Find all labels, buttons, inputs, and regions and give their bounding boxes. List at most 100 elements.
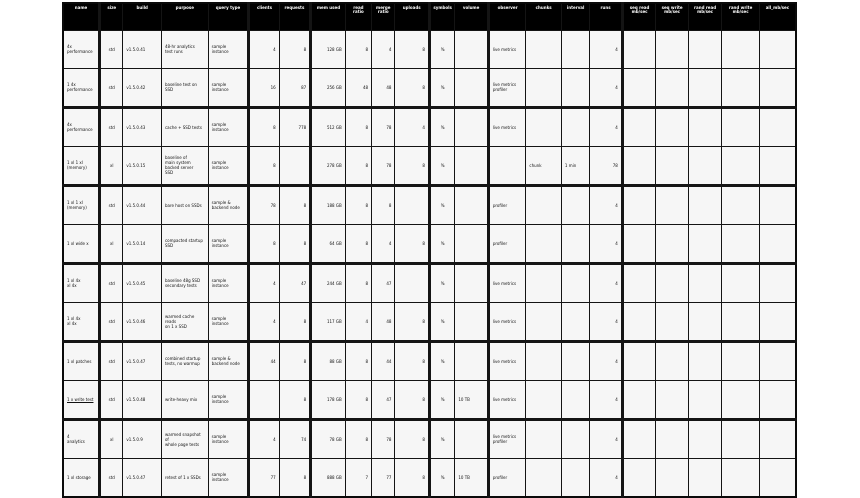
- cell: 88 GB: [310, 340, 346, 381]
- table-row: 1 4x performance std v1.5.0.42 baseline tes…: [62, 67, 797, 109]
- cell: [621, 223, 657, 265]
- cell: v1.5.0.42: [122, 67, 162, 109]
- cell: [687, 223, 723, 265]
- cell: [687, 301, 723, 343]
- cell: 4: [394, 106, 431, 147]
- cell: [655, 418, 689, 459]
- cell: [525, 340, 562, 381]
- cell: bare host on SSDs: [160, 184, 209, 225]
- cell: %: [428, 301, 456, 343]
- cell: cache + SSD tests: [160, 106, 209, 147]
- cell: [721, 29, 760, 69]
- cell: [454, 106, 490, 147]
- cell: std: [99, 106, 124, 147]
- cell: [687, 262, 723, 303]
- cell: 74: [278, 418, 313, 459]
- cell: 8: [394, 301, 431, 343]
- cell: [454, 262, 490, 303]
- cell: 47: [278, 262, 313, 303]
- cell: [655, 340, 689, 381]
- cell: [758, 106, 797, 147]
- cell: write-heavy mix: [160, 379, 209, 421]
- cell: baseline 48g SSD secondary tests: [160, 262, 209, 303]
- cell: [278, 145, 313, 187]
- cell: 1 xl 4x xl 4x: [62, 301, 102, 343]
- cell: v1.5.0.44: [122, 184, 162, 225]
- cell: [687, 184, 723, 225]
- cell: [560, 418, 591, 459]
- cell: 8: [278, 29, 313, 69]
- cell: %: [428, 340, 456, 381]
- cell: live metrics profiler: [487, 67, 527, 109]
- cell: [687, 379, 723, 421]
- cell: 1 xl 1 xl (memory): [62, 145, 102, 187]
- cell: [758, 223, 797, 265]
- cell: 1 min: [560, 145, 591, 187]
- cell: [560, 262, 591, 303]
- cell: 178 GB: [310, 379, 346, 421]
- cell: live metrics: [487, 379, 527, 421]
- cell: [621, 106, 657, 147]
- cell: [560, 379, 591, 421]
- cell: 8: [278, 301, 313, 343]
- cell: [758, 29, 797, 69]
- cell: 8: [278, 457, 313, 497]
- cell: [758, 418, 797, 459]
- cell: [560, 223, 591, 265]
- row-link[interactable]: 1 x write test: [62, 379, 102, 421]
- cell: sample instance: [207, 457, 251, 497]
- cell: sample instance: [207, 262, 251, 303]
- cell: 512 GB: [310, 106, 346, 147]
- cell: 78 GB: [310, 418, 346, 459]
- cell: 8: [344, 184, 373, 225]
- cell: live metrics: [487, 106, 527, 147]
- cell: [248, 379, 280, 421]
- report-table-container: name size build purpose query type clients req…: [62, 2, 797, 498]
- cell: [525, 67, 562, 109]
- cell: [454, 67, 490, 109]
- table-row: 1 xl storage std v1.5.0.47 retest of 1 x SS…: [62, 457, 797, 497]
- cell: [721, 379, 760, 421]
- cell: sample & backend node: [207, 340, 251, 381]
- cell: 8: [394, 145, 431, 187]
- table-row: 1 xl 4x xl 4x std v1.5.0.46 warmed cache re…: [62, 301, 797, 343]
- cell: 44: [248, 340, 280, 381]
- cell: live metrics: [487, 340, 527, 381]
- cell: [621, 340, 657, 381]
- cell: 10 TB: [454, 379, 490, 421]
- cell: [721, 223, 760, 265]
- cell: 4x performance: [62, 106, 102, 147]
- column-header: purpose: [160, 2, 209, 31]
- cell: [560, 106, 591, 147]
- column-header: volume: [454, 2, 490, 31]
- cell: [655, 29, 689, 69]
- table-body: 4x performance std v1.5.0.41 48-hr analytic…: [62, 29, 797, 497]
- table-row: 1 x write test std v1.5.0.48 write-heavy mi…: [62, 379, 797, 421]
- cell: v1.5.0.14: [122, 223, 162, 265]
- cell: 4: [589, 106, 624, 147]
- cell: 1 xl storage: [62, 457, 102, 497]
- cell: [621, 184, 657, 225]
- table-row: 1 xl 1 xl (memory) std v1.5.0.44 bare host …: [62, 184, 797, 225]
- cell: [560, 29, 591, 69]
- cell: %: [428, 223, 456, 265]
- cell: [525, 301, 562, 343]
- cell: 78: [248, 184, 280, 225]
- cell: %: [428, 106, 456, 147]
- column-header: runs: [589, 2, 624, 31]
- cell: compacted startup SSD: [160, 223, 209, 265]
- cell: 8: [394, 457, 431, 497]
- cell: 4 analytics: [62, 418, 102, 459]
- cell: %: [428, 379, 456, 421]
- cell: [621, 29, 657, 69]
- cell: [525, 457, 562, 497]
- column-header: clients: [248, 2, 280, 31]
- cell: sample instance: [207, 145, 251, 187]
- cell: 48: [371, 67, 396, 109]
- cell: 4: [589, 457, 624, 497]
- cell: std: [99, 29, 124, 69]
- cell: 4x performance: [62, 29, 102, 69]
- cell: [525, 223, 562, 265]
- column-header: build: [122, 2, 162, 31]
- cell: 8: [344, 29, 373, 69]
